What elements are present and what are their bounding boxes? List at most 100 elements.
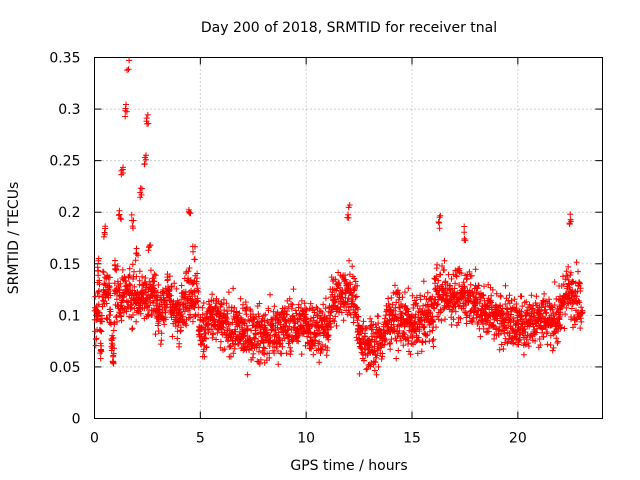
data-point xyxy=(100,269,107,276)
data-point xyxy=(435,219,442,225)
data-point xyxy=(139,273,146,280)
data-point xyxy=(193,280,200,287)
data-point xyxy=(387,346,394,353)
data-point xyxy=(525,343,532,350)
data-point xyxy=(152,331,159,338)
data-point xyxy=(271,303,278,310)
data-point xyxy=(372,359,379,366)
data-point xyxy=(307,300,314,307)
data-point xyxy=(567,216,574,223)
data-point xyxy=(157,296,164,303)
data-point xyxy=(386,341,393,347)
data-point xyxy=(285,326,292,332)
chart-title: Day 200 of 2018, SRMTID for receiver tna… xyxy=(201,20,497,36)
y-tick-label: 0.35 xyxy=(49,51,80,67)
data-point xyxy=(96,293,102,300)
data-point xyxy=(485,328,492,335)
data-point xyxy=(392,311,399,318)
data-point xyxy=(144,111,151,118)
data-point xyxy=(541,290,548,297)
data-point xyxy=(516,327,522,334)
data-point xyxy=(324,321,331,328)
data-point xyxy=(244,304,250,311)
data-point xyxy=(155,306,162,313)
data-point xyxy=(400,342,407,349)
data-point xyxy=(386,316,393,323)
data-point xyxy=(250,350,257,357)
data-point xyxy=(388,294,395,301)
data-point xyxy=(120,293,127,300)
data-point xyxy=(328,324,335,331)
data-point xyxy=(98,328,105,335)
data-point xyxy=(450,316,457,323)
data-point xyxy=(96,288,103,294)
data-point xyxy=(378,356,385,362)
data-point xyxy=(435,277,442,284)
data-point xyxy=(186,209,193,216)
data-point xyxy=(435,316,442,323)
data-point xyxy=(542,309,549,316)
data-point xyxy=(346,257,353,264)
data-point xyxy=(578,318,585,325)
data-point xyxy=(238,324,245,331)
data-point xyxy=(201,353,208,360)
data-point xyxy=(317,350,324,357)
data-point xyxy=(266,354,273,361)
data-point xyxy=(467,281,474,288)
data-point xyxy=(298,351,305,358)
data-point xyxy=(209,291,216,298)
data-point xyxy=(168,283,175,290)
data-point xyxy=(295,301,302,308)
data-point xyxy=(387,340,394,346)
data-point xyxy=(562,276,569,283)
data-point xyxy=(288,305,295,312)
data-point xyxy=(375,313,382,320)
data-point xyxy=(239,335,245,342)
data-point xyxy=(415,334,422,341)
data-point xyxy=(161,321,168,328)
data-point xyxy=(424,332,431,339)
x-axis-label: GPS time / hours xyxy=(290,458,407,474)
data-point xyxy=(130,217,137,224)
data-point xyxy=(367,323,374,330)
data-point xyxy=(150,275,157,282)
data-point xyxy=(186,265,193,271)
data-point xyxy=(129,261,136,268)
data-point xyxy=(158,337,165,344)
data-point xyxy=(164,301,171,308)
y-tick-label: 0.1 xyxy=(58,308,80,324)
data-point xyxy=(399,310,405,317)
data-point xyxy=(536,336,543,342)
data-point xyxy=(462,237,469,244)
data-point xyxy=(456,282,463,288)
data-point xyxy=(316,359,323,366)
data-point xyxy=(405,337,412,344)
data-point xyxy=(133,318,140,325)
data-point xyxy=(557,311,563,318)
data-point xyxy=(433,273,440,280)
data-point xyxy=(463,320,470,327)
data-point xyxy=(146,243,153,250)
data-point xyxy=(93,335,100,342)
data-point xyxy=(494,305,500,311)
data-point xyxy=(292,307,299,314)
data-point xyxy=(375,320,382,327)
data-point xyxy=(191,256,198,263)
data-point xyxy=(373,371,380,378)
data-point xyxy=(113,314,119,321)
data-point xyxy=(477,333,484,340)
data-point xyxy=(417,296,424,303)
data-point xyxy=(345,211,352,218)
data-point xyxy=(418,315,425,322)
data-point xyxy=(518,293,525,300)
data-point xyxy=(356,370,363,377)
data-point xyxy=(261,326,268,333)
y-tick-label: 0 xyxy=(72,412,81,428)
data-point xyxy=(549,347,556,354)
data-point xyxy=(267,332,274,339)
data-point xyxy=(125,274,132,281)
data-point xyxy=(322,295,329,302)
data-point xyxy=(124,67,131,74)
data-point xyxy=(561,325,568,332)
data-point xyxy=(544,341,551,348)
